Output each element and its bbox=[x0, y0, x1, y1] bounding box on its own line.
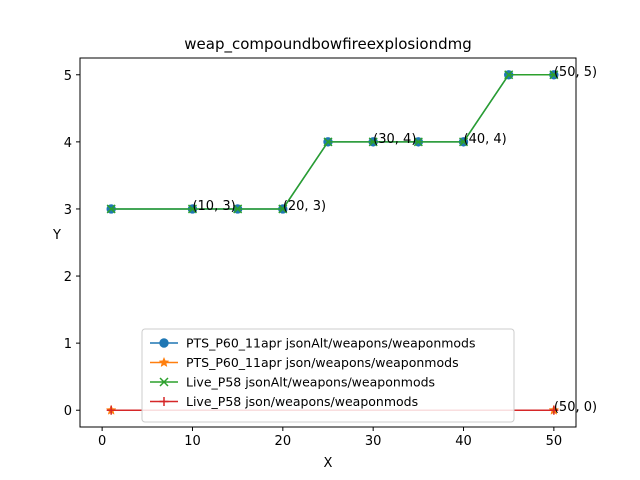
legend-entry: PTS_P60_11apr json/weapons/weaponmods bbox=[150, 355, 459, 370]
series-3 bbox=[106, 70, 559, 214]
axes-frame bbox=[79, 57, 577, 428]
marker-shape bbox=[158, 356, 170, 368]
marker-shape bbox=[159, 338, 169, 348]
legend-label: PTS_P60_11apr jsonAlt/weapons/weaponmods bbox=[186, 336, 476, 351]
data-point bbox=[233, 204, 243, 214]
x-tick-label: 10 bbox=[184, 434, 201, 449]
x-tick-label: 50 bbox=[546, 434, 563, 449]
y-tick-label: 1 bbox=[64, 337, 72, 352]
legend-frame bbox=[141, 328, 515, 423]
x-tick-label: 0 bbox=[98, 434, 106, 449]
y-tick-label: 2 bbox=[64, 270, 72, 285]
plot-area: 0 10 20 30 40 50 0 1 2 3 4 5 (10, 3) (20, 3) (30, 4) (4… bbox=[64, 57, 597, 449]
chart-title: weap_compoundbowfireexplosiondmg bbox=[184, 35, 472, 54]
series-line bbox=[111, 74, 554, 210]
legend-entry: PTS_P60_11apr jsonAlt/weapons/weaponmods bbox=[150, 336, 476, 351]
x-tick-label: 40 bbox=[455, 434, 472, 449]
legend-marker bbox=[159, 338, 169, 348]
marker-shape bbox=[549, 70, 559, 80]
data-point bbox=[458, 137, 469, 147]
marker-shape bbox=[458, 137, 469, 147]
marker-shape bbox=[106, 204, 116, 214]
data-point bbox=[549, 70, 559, 80]
legend: PTS_P60_11apr jsonAlt/weapons/weaponmods… bbox=[141, 328, 515, 423]
x-axis-label: X bbox=[324, 456, 333, 471]
legend-label: Live_P58 jsonAlt/weapons/weaponmods bbox=[186, 375, 435, 390]
data-point bbox=[413, 137, 423, 147]
marker-shape bbox=[413, 137, 423, 147]
data-annotation: (40, 4) bbox=[464, 132, 507, 147]
data-point bbox=[106, 405, 116, 415]
legend-marker bbox=[158, 356, 170, 368]
legend-marker bbox=[159, 397, 169, 406]
marker-shape bbox=[368, 137, 378, 147]
legend-marker bbox=[159, 377, 169, 387]
y-tick-label: 5 bbox=[64, 69, 72, 84]
data-point bbox=[187, 204, 198, 214]
legend-entry: Live_P58 json/weapons/weaponmods bbox=[150, 394, 418, 409]
marker-shape bbox=[504, 70, 514, 80]
marker-shape bbox=[323, 137, 333, 147]
marker-shape bbox=[233, 204, 243, 214]
data-point bbox=[368, 137, 378, 147]
y-axis-label: Y bbox=[52, 228, 61, 243]
data-annotation: (10, 3) bbox=[192, 199, 235, 214]
data-point bbox=[323, 137, 333, 147]
y-tick-label: 3 bbox=[64, 203, 72, 218]
marker-shape bbox=[278, 204, 288, 214]
data-point bbox=[549, 405, 559, 415]
data-point bbox=[106, 204, 116, 214]
x-tick-label: 30 bbox=[365, 434, 382, 449]
data-annotation: (30, 4) bbox=[373, 132, 416, 147]
data-point bbox=[504, 70, 514, 80]
y-tick-label: 4 bbox=[64, 136, 72, 151]
legend-label: PTS_P60_11apr json/weapons/weaponmods bbox=[186, 355, 459, 370]
data-point bbox=[278, 204, 288, 214]
legend-label: Live_P58 json/weapons/weaponmods bbox=[186, 394, 418, 409]
marker-shape bbox=[159, 377, 169, 387]
x-tick-label: 20 bbox=[275, 434, 292, 449]
y-tick-label: 0 bbox=[64, 404, 72, 419]
marker-shape bbox=[187, 204, 198, 214]
data-annotation: (50, 5) bbox=[554, 65, 597, 80]
legend-entry: Live_P58 jsonAlt/weapons/weaponmods bbox=[150, 375, 435, 390]
data-annotation: (20, 3) bbox=[283, 199, 326, 214]
data-annotation: (50, 0) bbox=[554, 400, 597, 415]
